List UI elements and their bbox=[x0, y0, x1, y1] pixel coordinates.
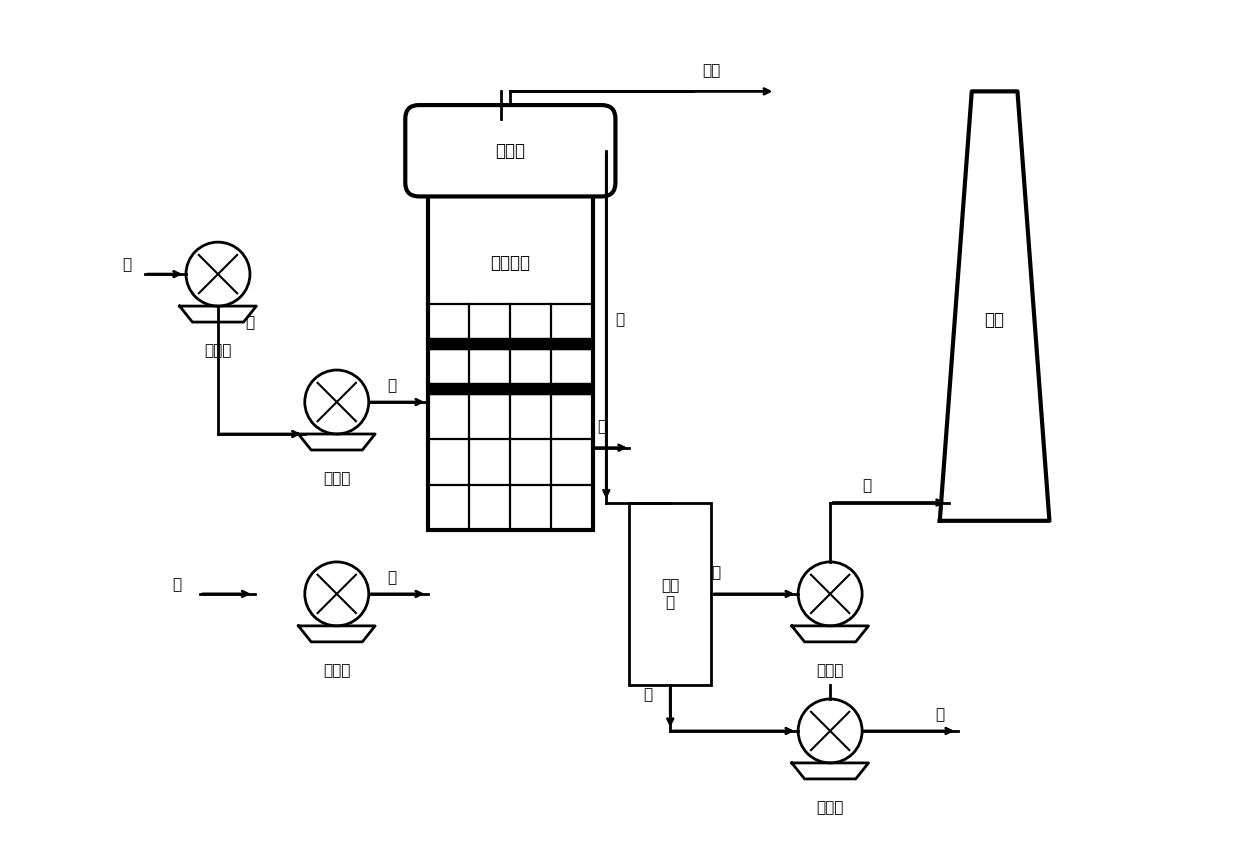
Text: 引风机: 引风机 bbox=[816, 663, 844, 678]
Text: 烟囱: 烟囱 bbox=[985, 311, 1004, 329]
Text: 水: 水 bbox=[935, 707, 945, 722]
Text: 蒸汽: 蒸汽 bbox=[702, 62, 720, 77]
Bar bbox=[629, 503, 712, 685]
FancyBboxPatch shape bbox=[405, 105, 615, 196]
Text: 烟: 烟 bbox=[712, 565, 720, 580]
Text: 煤: 煤 bbox=[387, 378, 396, 393]
Text: 水: 水 bbox=[615, 312, 625, 327]
Text: 上汽包: 上汽包 bbox=[495, 141, 526, 160]
Text: 进煤机: 进煤机 bbox=[205, 343, 232, 358]
Text: 烟: 烟 bbox=[862, 478, 872, 493]
Text: 煤: 煤 bbox=[246, 315, 254, 330]
Text: 风: 风 bbox=[172, 577, 181, 592]
Text: 除尘
器: 除尘 器 bbox=[661, 578, 680, 610]
Text: 锅炉本体: 锅炉本体 bbox=[490, 253, 531, 272]
Text: 煤: 煤 bbox=[122, 258, 131, 273]
Text: 上水泵: 上水泵 bbox=[816, 800, 844, 815]
Text: 烟: 烟 bbox=[598, 419, 606, 434]
Text: 进煤机: 进煤机 bbox=[324, 471, 351, 486]
Text: 风: 风 bbox=[387, 569, 396, 585]
Text: 鼓风机: 鼓风机 bbox=[324, 663, 351, 678]
Text: 水: 水 bbox=[642, 687, 652, 702]
